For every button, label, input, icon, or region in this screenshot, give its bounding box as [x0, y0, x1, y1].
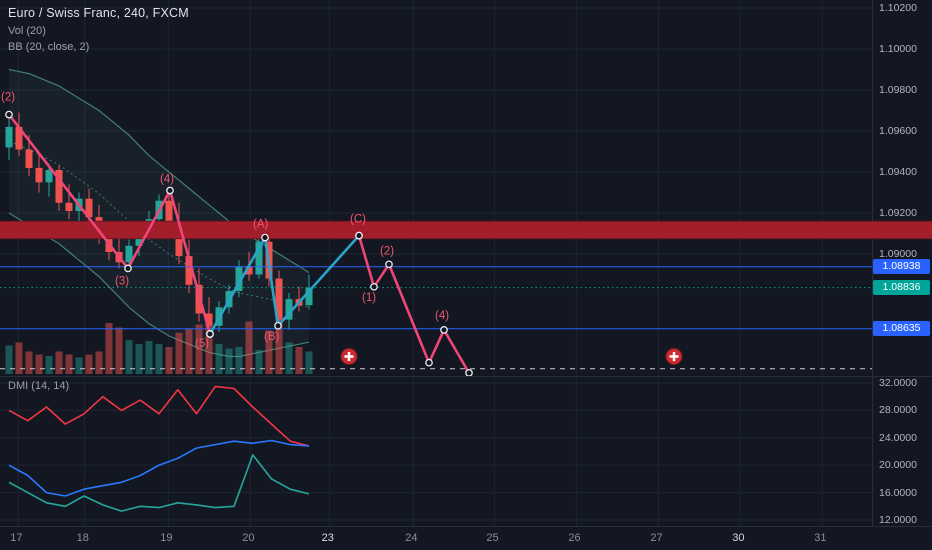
wave-vertex-marker[interactable]	[124, 264, 132, 273]
indicator-bollinger-label[interactable]: BB (20, close, 2)	[8, 41, 90, 53]
dmi-tick: 12.0000	[879, 514, 917, 526]
dmi-line--DI	[8, 385, 310, 447]
time-tick: 27	[650, 532, 663, 544]
dmi-tick: 32.0000	[879, 377, 917, 389]
price-tick: 1.10000	[879, 43, 917, 55]
time-tick: 20	[242, 532, 255, 544]
dmi-line-+DI	[8, 454, 310, 512]
wave-vertex-marker[interactable]	[465, 369, 473, 376]
time-tick: 18	[76, 532, 89, 544]
price-badge: 1.08836	[873, 279, 930, 295]
wave-label: (A)	[253, 219, 269, 231]
time-tick: 26	[568, 532, 581, 544]
dmi-horizontal-gridlines	[0, 382, 872, 521]
price-tick: 1.10200	[879, 2, 917, 14]
indicator-volume-label[interactable]: Vol (20)	[8, 25, 46, 37]
wave-label: (C)	[350, 214, 366, 226]
wave-vertex-marker[interactable]	[370, 282, 378, 291]
swiss-flag-marker[interactable]	[340, 348, 358, 365]
price-tick: 1.09400	[879, 166, 917, 178]
dmi-tick: 20.0000	[879, 459, 917, 472]
wave-label: (2)	[1, 92, 15, 104]
time-tick: 31	[814, 532, 827, 544]
wave-vertex-marker[interactable]	[206, 330, 214, 338]
price-badge: 1.08938	[873, 258, 930, 274]
wave-vertex-marker[interactable]	[166, 186, 174, 195]
indicator-dmi-label[interactable]: DMI (14, 14)	[8, 380, 70, 392]
wave-label: (4)	[435, 310, 449, 322]
dmi-line-ADX	[8, 439, 310, 497]
wave-label: (4)	[160, 174, 174, 186]
time-tick: 30	[732, 532, 745, 544]
wave-label: (5)	[195, 338, 209, 350]
time-tick: 24	[405, 532, 418, 544]
dmi-chart-canvas[interactable]	[0, 376, 932, 526]
time-axis[interactable]: 17 18 19 20 23 24 25 26 27 30 31	[0, 526, 932, 550]
wave-vertex-marker[interactable]	[274, 321, 282, 330]
price-chart-canvas[interactable]: (2) (3) (4) (5) (A) (B) (C) (1) (2) (4)	[0, 0, 932, 376]
price-axis[interactable]: 1.10200 1.10000 1.09800 1.09600 1.09400 1.092…	[872, 0, 932, 526]
price-tick: 1.09000	[879, 248, 917, 260]
wave-vertex-marker[interactable]	[5, 110, 13, 119]
chart-legend: Euro / Swiss Franc, 240, FXCM Vol (20) B…	[8, 6, 189, 57]
dmi-tick: 16.0000	[879, 486, 917, 499]
wave-vertex-marker[interactable]	[385, 260, 393, 269]
elliott-wave-drawing[interactable]: (2) (3) (4) (5) (A) (B) (C) (1) (2) (4)	[1, 92, 473, 376]
time-tick: 25	[486, 532, 499, 544]
time-tick: 19	[160, 532, 173, 544]
time-tick: 23	[321, 532, 334, 544]
dmi-vertical-gridlines	[17, 376, 823, 526]
price-tick: 1.09200	[879, 207, 917, 219]
dmi-tick: 24.0000	[879, 431, 917, 444]
wave-label: (2)	[380, 245, 394, 257]
wave-label: (1)	[362, 292, 376, 304]
wave-vertex-marker[interactable]	[261, 233, 269, 242]
wave-vertex-marker[interactable]	[355, 231, 363, 240]
price-tick: 1.09600	[879, 125, 917, 137]
swiss-flag-marker[interactable]	[665, 348, 683, 365]
time-tick: 17	[10, 532, 23, 544]
volume-bars	[5, 315, 313, 374]
vertical-gridlines	[17, 0, 823, 376]
wave-vertex-marker[interactable]	[425, 358, 433, 367]
price-badge: 1.08635	[873, 320, 930, 336]
horizontal-gridlines	[0, 7, 872, 255]
price-tick: 1.09800	[879, 84, 917, 96]
symbol-title[interactable]: Euro / Swiss Franc, 240, FXCM	[8, 6, 189, 20]
wave-vertex-marker[interactable]	[440, 326, 448, 334]
wave-label: (B)	[264, 331, 280, 343]
wave-label: (3)	[115, 275, 129, 287]
resistance-zone[interactable]	[0, 220, 932, 240]
price-lines[interactable]	[0, 266, 872, 370]
dmi-tick: 28.0000	[879, 404, 917, 417]
